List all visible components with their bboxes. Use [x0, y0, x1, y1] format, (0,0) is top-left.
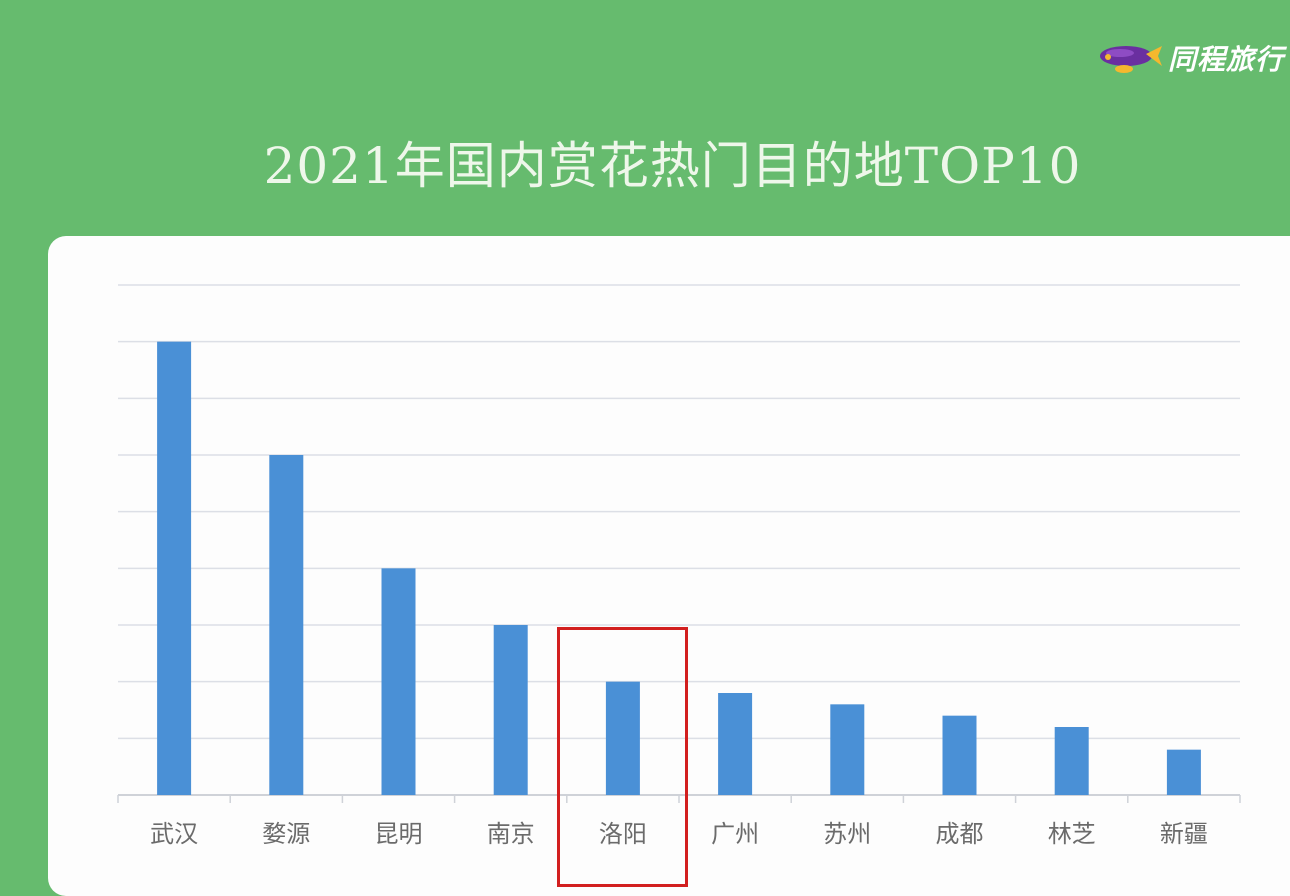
category-label: 武汉 [150, 820, 198, 848]
bar-2 [269, 455, 304, 795]
category-label: 广州 [711, 820, 759, 848]
bar-4 [493, 625, 528, 795]
category-label: 成都 [936, 820, 984, 848]
category-label: 苏州 [823, 820, 871, 848]
bar-3 [381, 568, 416, 795]
bar-5 [605, 681, 640, 795]
category-label: 洛阳 [599, 820, 647, 848]
bars [157, 341, 1201, 795]
category-label: 南京 [487, 820, 535, 848]
blimp-icon [1100, 46, 1162, 73]
category-label: 林芝 [1048, 820, 1096, 848]
brand-logo: 同程旅行 [1096, 36, 1284, 80]
bar-8 [942, 715, 977, 795]
bar-6 [718, 693, 753, 795]
bar-7 [830, 704, 865, 795]
category-labels: 武汉 婺源 昆明 南京 洛阳 广州 苏州 成都 林芝 新疆 [150, 820, 1208, 848]
brand-name: 同程旅行 [1168, 43, 1285, 76]
chart-title: 2021年国内赏花热门目的地TOP10 [263, 137, 1082, 195]
bar-chart: 武汉 婺源 昆明 南京 洛阳 广州 苏州 成都 林芝 新疆 [117, 284, 1241, 848]
category-label: 新疆 [1160, 820, 1208, 848]
bar-10 [1166, 749, 1201, 795]
gridlines [117, 284, 1241, 803]
bar-9 [1054, 727, 1089, 795]
category-label: 昆明 [375, 820, 423, 848]
highlight-box [557, 627, 688, 887]
bar-1 [157, 341, 192, 795]
category-label: 婺源 [262, 820, 310, 848]
